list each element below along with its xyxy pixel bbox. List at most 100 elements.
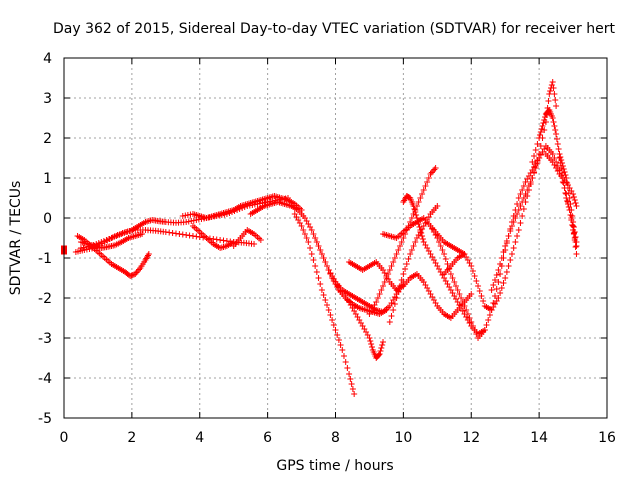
- series-sat-a: [72, 227, 258, 255]
- data-point: [344, 365, 351, 371]
- series-sat-r: [441, 79, 560, 313]
- data-point: [300, 227, 307, 233]
- data-point: [573, 203, 580, 209]
- data-point: [378, 345, 385, 351]
- data-point: [537, 129, 544, 135]
- data-point: [505, 233, 512, 239]
- data-point: [515, 207, 522, 213]
- data-point: [562, 172, 569, 178]
- data-point: [495, 279, 502, 285]
- data-point: [537, 143, 544, 149]
- data-point: [495, 295, 502, 301]
- data-point: [408, 247, 415, 253]
- data-point: [422, 183, 429, 189]
- data-point: [492, 293, 499, 299]
- data-point: [434, 235, 441, 241]
- data-point: [459, 299, 466, 305]
- data-point: [257, 237, 264, 243]
- series-sat-q: [427, 155, 543, 341]
- y-tick-label: 2: [43, 131, 52, 147]
- data-point: [570, 227, 577, 233]
- data-point: [145, 251, 152, 257]
- data-point: [559, 175, 566, 181]
- data-point: [403, 261, 410, 267]
- data-point: [549, 151, 556, 157]
- data-point: [473, 278, 480, 284]
- data-point: [562, 190, 569, 196]
- data-point: [395, 247, 402, 253]
- data-point: [519, 213, 526, 219]
- data-point: [368, 341, 375, 347]
- data-point: [527, 179, 534, 185]
- data-point: [525, 183, 532, 189]
- data-point: [454, 287, 461, 293]
- data-point: [529, 159, 536, 165]
- data-point: [541, 127, 548, 133]
- x-tick-labels: 0 2 4 6 8 10 12 14 16: [60, 430, 616, 446]
- data-point: [417, 195, 424, 201]
- data-point: [507, 228, 514, 234]
- data-point: [301, 231, 308, 237]
- data-point: [560, 166, 567, 172]
- data-point: [532, 147, 539, 153]
- data-point: [508, 251, 515, 257]
- data-point: [515, 195, 522, 201]
- data-point: [503, 269, 510, 275]
- data-point: [116, 232, 123, 238]
- data-point: [490, 282, 497, 288]
- data-point: [375, 352, 382, 358]
- data-point: [400, 271, 407, 277]
- data-point: [95, 240, 102, 246]
- data-point: [456, 291, 463, 297]
- data-point: [378, 287, 385, 293]
- data-point: [549, 115, 556, 121]
- data-point: [310, 257, 317, 263]
- data-point: [554, 141, 561, 147]
- data-point: [517, 191, 524, 197]
- data-point: [552, 127, 559, 133]
- data-point: [312, 235, 319, 241]
- data-point: [493, 272, 500, 278]
- y-tick-label: -1: [38, 251, 52, 267]
- data-point: [538, 126, 545, 132]
- data-point: [551, 91, 558, 97]
- data-point: [417, 227, 424, 233]
- y-tick-label: -2: [38, 291, 52, 307]
- y-tick-label: -5: [38, 411, 52, 427]
- data-point: [519, 199, 526, 205]
- data-point: [251, 241, 258, 247]
- data-point: [519, 187, 526, 193]
- data-point: [376, 291, 383, 297]
- data-point: [381, 279, 388, 285]
- data-point: [310, 231, 317, 237]
- data-point: [408, 215, 415, 221]
- data-point: [315, 275, 322, 281]
- data-point: [560, 180, 567, 186]
- data-point: [520, 195, 527, 201]
- x-tick-label: 10: [394, 430, 412, 446]
- data-point: [570, 191, 577, 197]
- data-point: [386, 267, 393, 273]
- y-tick-label: 4: [43, 51, 52, 67]
- data-point: [348, 381, 355, 387]
- data-point: [442, 256, 449, 262]
- data-point: [368, 344, 375, 350]
- data-point: [539, 123, 546, 129]
- data-points: [61, 79, 580, 397]
- data-point: [313, 269, 320, 275]
- data-point: [105, 236, 112, 242]
- y-tick-label: 0: [43, 211, 52, 227]
- data-point: [347, 376, 354, 382]
- data-point: [419, 191, 426, 197]
- data-point: [468, 263, 475, 269]
- data-point: [553, 103, 560, 109]
- data-point: [98, 239, 105, 245]
- series-sat-b: [74, 233, 152, 279]
- data-point: [318, 251, 325, 257]
- data-point: [402, 266, 409, 272]
- x-tick-label: 16: [598, 430, 616, 446]
- series-sat-l: [346, 259, 475, 321]
- series-sat-g: [230, 227, 264, 249]
- data-point: [380, 283, 387, 289]
- data-point: [514, 233, 521, 239]
